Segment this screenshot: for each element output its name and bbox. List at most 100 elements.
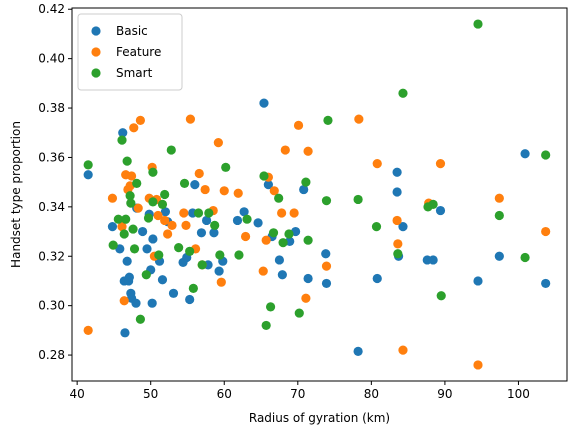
point-basic-36 xyxy=(239,207,249,217)
point-basic-45 xyxy=(299,184,309,195)
point-feature-15 xyxy=(153,210,163,221)
point-smart-33 xyxy=(259,171,269,181)
point-basic-41 xyxy=(274,255,285,265)
point-smart-55 xyxy=(541,150,551,160)
x-tick-label: 50 xyxy=(143,387,158,401)
point-feature-18 xyxy=(167,220,177,230)
x-tick-label: 60 xyxy=(217,387,232,401)
point-basic-57 xyxy=(435,205,446,216)
point-basic-28 xyxy=(190,180,200,190)
point-smart-35 xyxy=(265,302,276,312)
point-smart-18 xyxy=(157,199,168,209)
point-smart-0 xyxy=(83,160,93,170)
point-smart-44 xyxy=(323,115,333,125)
point-basic-21 xyxy=(160,207,171,217)
point-feature-29 xyxy=(219,186,229,196)
point-smart-42 xyxy=(303,235,313,245)
point-smart-29 xyxy=(215,250,225,260)
point-basic-35 xyxy=(232,215,243,226)
point-smart-47 xyxy=(393,249,403,259)
point-feature-40 xyxy=(301,293,311,303)
point-feature-49 xyxy=(435,159,446,169)
point-smart-38 xyxy=(278,238,288,248)
point-basic-54 xyxy=(398,222,408,232)
point-smart-52 xyxy=(473,19,483,29)
point-smart-51 xyxy=(436,291,446,301)
series-feature xyxy=(83,114,551,370)
y-tick-label: 0.30 xyxy=(38,299,65,313)
point-basic-1 xyxy=(107,222,118,232)
point-feature-25 xyxy=(200,184,210,195)
point-smart-12 xyxy=(135,314,145,324)
y-tick-label: 0.42 xyxy=(38,2,65,16)
point-basic-60 xyxy=(520,149,530,159)
y-tick-label: 0.32 xyxy=(38,249,65,263)
point-smart-9 xyxy=(128,224,138,234)
point-smart-48 xyxy=(398,88,408,98)
point-smart-39 xyxy=(284,229,294,239)
point-feature-19 xyxy=(179,208,189,218)
point-feature-23 xyxy=(194,168,204,179)
points-layer xyxy=(83,19,551,370)
point-basic-49 xyxy=(353,346,363,356)
point-basic-38 xyxy=(259,98,269,108)
point-feature-7 xyxy=(126,171,137,181)
legend: Basic Feature Smart xyxy=(77,13,183,91)
point-feature-41 xyxy=(303,146,313,156)
point-smart-53 xyxy=(494,210,504,221)
y-axis-label: Handset type proportion xyxy=(9,121,23,268)
point-smart-7 xyxy=(125,191,135,201)
legend-label-basic: Basic xyxy=(116,24,148,38)
point-smart-34 xyxy=(261,320,271,331)
point-basic-26 xyxy=(185,294,195,305)
legend-marker-feature xyxy=(91,47,101,57)
point-smart-31 xyxy=(234,250,244,260)
point-smart-46 xyxy=(371,222,382,232)
point-feature-1 xyxy=(107,193,118,203)
point-basic-6 xyxy=(122,256,132,266)
point-smart-32 xyxy=(242,214,252,224)
point-basic-0 xyxy=(83,170,93,180)
legend-label-smart: Smart xyxy=(116,66,153,80)
point-feature-44 xyxy=(372,159,382,169)
y-tick-label: 0.28 xyxy=(38,348,65,362)
point-feature-52 xyxy=(541,226,551,237)
point-basic-58 xyxy=(473,276,483,286)
point-feature-31 xyxy=(240,231,251,242)
point-feature-38 xyxy=(289,208,299,218)
point-smart-4 xyxy=(119,229,129,239)
point-feature-10 xyxy=(135,115,145,125)
x-tick-label: 80 xyxy=(364,387,379,401)
point-feature-33 xyxy=(261,235,271,245)
point-feature-43 xyxy=(354,114,364,124)
point-feature-16 xyxy=(160,215,170,226)
point-smart-45 xyxy=(353,194,363,205)
point-smart-11 xyxy=(132,178,142,188)
point-smart-8 xyxy=(126,198,136,208)
x-tick-label: 100 xyxy=(507,387,530,401)
point-feature-42 xyxy=(321,261,332,271)
point-smart-21 xyxy=(174,243,184,253)
point-basic-5 xyxy=(120,328,130,338)
y-tick-label: 0.36 xyxy=(38,150,65,164)
point-feature-21 xyxy=(185,114,196,124)
point-basic-30 xyxy=(202,215,212,226)
point-basic-52 xyxy=(392,187,402,197)
point-smart-54 xyxy=(520,252,530,263)
point-smart-5 xyxy=(121,214,131,224)
legend-box xyxy=(77,13,183,91)
point-feature-9 xyxy=(133,203,143,213)
point-basic-3 xyxy=(118,128,128,138)
point-feature-37 xyxy=(280,145,290,155)
point-smart-36 xyxy=(268,228,279,238)
point-basic-29 xyxy=(196,228,207,238)
point-feature-50 xyxy=(473,360,483,370)
point-feature-35 xyxy=(269,186,279,196)
point-feature-0 xyxy=(83,325,93,335)
legend-marker-smart xyxy=(91,68,101,78)
point-smart-10 xyxy=(129,244,140,254)
point-basic-17 xyxy=(147,298,157,308)
x-tick-label: 40 xyxy=(70,387,85,401)
point-feature-17 xyxy=(163,229,173,239)
